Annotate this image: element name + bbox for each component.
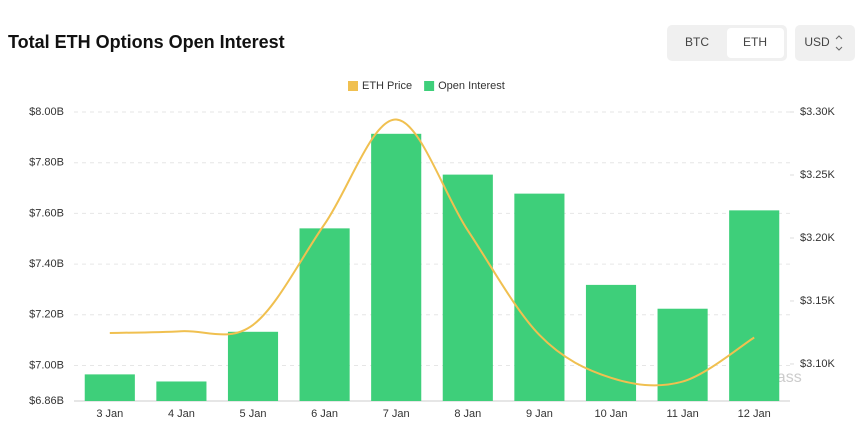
coin-btc[interactable]: BTC xyxy=(685,35,709,49)
line xyxy=(109,118,755,387)
x-tick-label: 12 Jan xyxy=(738,408,771,420)
bar xyxy=(442,174,493,401)
x-tick-label: 10 Jan xyxy=(594,408,627,420)
legend-label: ETH Price xyxy=(362,80,412,92)
y2-tick-label: $3.15K xyxy=(800,295,836,307)
currency-label: USD xyxy=(804,35,830,49)
y-tick-label: $7.40B xyxy=(29,258,64,270)
y-tick-label: $7.20B xyxy=(29,309,64,321)
y2-tick-label: $3.25K xyxy=(800,169,836,181)
x-tick-label: 3 Jan xyxy=(96,408,123,420)
bar xyxy=(729,210,780,401)
bar xyxy=(657,308,708,401)
y2-tick-label: $3.30K xyxy=(800,106,836,118)
y2-tick-label: $3.10K xyxy=(800,358,836,370)
coin-active xyxy=(727,28,784,58)
y-tick-label: $7.60B xyxy=(29,207,64,219)
chart-title: Total ETH Options Open Interest xyxy=(8,32,285,52)
bar xyxy=(156,381,207,401)
bar xyxy=(585,284,637,401)
x-tick-label: 11 Jan xyxy=(666,408,698,420)
legend-swatch xyxy=(424,81,435,91)
x-tick-label: 6 Jan xyxy=(311,408,338,420)
x-tick-label: 7 Jan xyxy=(383,408,410,420)
y-tick-label: $7.80B xyxy=(29,157,64,169)
bar xyxy=(514,193,565,401)
x-tick-label: 4 Jan xyxy=(168,408,195,420)
y-tick-label: $7.00B xyxy=(29,359,64,371)
bar xyxy=(371,133,422,401)
legend-swatch xyxy=(348,81,358,91)
select-arrows xyxy=(835,35,843,51)
x-tick-label: 5 Jan xyxy=(240,408,267,420)
bar xyxy=(227,331,279,401)
y-tick-label: $8.00B xyxy=(29,106,64,118)
bar xyxy=(299,228,350,401)
legend-label: Open Interest xyxy=(438,80,505,92)
y2-tick-label: $3.20K xyxy=(800,232,836,244)
x-tick-label: 8 Jan xyxy=(454,408,481,420)
bar xyxy=(84,374,135,401)
x-tick-label: 9 Jan xyxy=(526,408,553,420)
currency-select[interactable] xyxy=(795,25,855,61)
y-tick-label: $6.86B xyxy=(29,395,64,407)
coin-eth[interactable]: ETH xyxy=(743,35,767,49)
